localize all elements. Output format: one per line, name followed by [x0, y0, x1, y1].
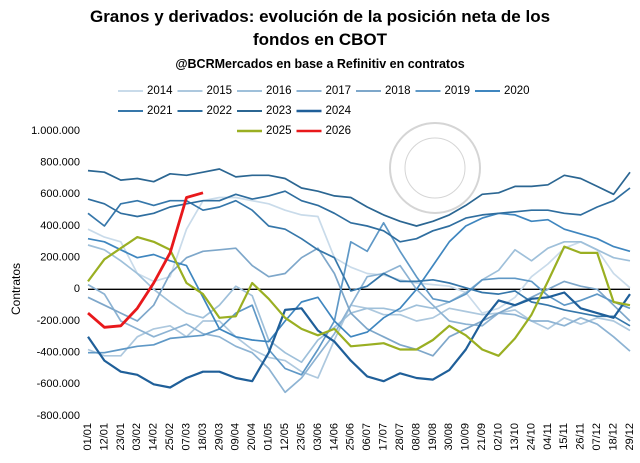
- x-tick-label: 02/10: [493, 423, 505, 451]
- legend-label: 2016: [266, 85, 292, 97]
- legend-label: 2014: [147, 85, 173, 97]
- x-tick-label: 03/02: [131, 423, 143, 451]
- x-tick-label: 06/07: [361, 423, 373, 451]
- y-tick-label: 1.000.000: [31, 125, 80, 137]
- legend-label: 2015: [207, 85, 233, 97]
- series-line: [87, 199, 631, 327]
- x-tick-label: 08/08: [410, 423, 422, 451]
- x-tick-label: 14/06: [328, 423, 340, 451]
- legend-label: 2021: [147, 105, 173, 117]
- x-tick-label: 13/10: [509, 423, 521, 451]
- y-tick-label: -800.000: [37, 410, 80, 422]
- series-line: [87, 196, 631, 314]
- x-tick-label: 30/08: [443, 423, 455, 451]
- y-tick-label: 200.000: [40, 252, 80, 264]
- y-tick-label: -600.000: [37, 378, 80, 390]
- x-tick-label: 29/12: [624, 423, 636, 451]
- x-tick-label: 04/11: [542, 423, 554, 450]
- series-line: [87, 187, 631, 243]
- x-tick-label: 21/09: [476, 423, 488, 451]
- x-tick-label: 29/03: [213, 423, 225, 451]
- watermark: [389, 122, 481, 214]
- x-tick-label: 15/11: [558, 423, 570, 450]
- y-tick-label: -200.000: [37, 315, 80, 327]
- legend-label: 2022: [207, 105, 233, 117]
- y-tick-label: 600.000: [40, 188, 80, 200]
- series-line: [88, 221, 631, 376]
- chart-title: fondos en CBOT: [253, 30, 388, 49]
- x-tick-label: 07/12: [591, 423, 603, 451]
- series-line: [87, 304, 631, 379]
- chart-title: Granos y derivados: evolución de la posi…: [90, 7, 550, 26]
- y-tick-label: 400.000: [40, 220, 80, 232]
- series-line: [87, 191, 204, 329]
- x-tick-label: 07/03: [180, 423, 192, 451]
- x-tick-label: 19/08: [427, 423, 439, 451]
- chart-subtitle: @BCRMercados en base a Refinitiv en cont…: [175, 57, 464, 71]
- x-tick-label: 01/05: [263, 423, 275, 451]
- x-tick-label: 14/02: [148, 423, 160, 451]
- legend-label: 2026: [326, 125, 352, 137]
- x-tick-label: 10/09: [460, 423, 472, 451]
- x-tick-label: 20/04: [246, 423, 258, 451]
- x-tick-label: 03/06: [312, 423, 324, 451]
- y-tick-label: -400.000: [37, 347, 80, 359]
- series-line: [87, 212, 631, 343]
- x-tick-label: 25/02: [164, 423, 176, 451]
- x-tick-label: 12/01: [98, 423, 110, 451]
- y-tick-label: 0: [74, 283, 80, 295]
- x-tick-label: 09/04: [230, 423, 242, 451]
- series-line: [87, 168, 631, 227]
- x-tick-label: 23/05: [295, 423, 307, 451]
- series-line: [87, 240, 631, 364]
- legend-label: 2020: [504, 85, 530, 97]
- x-tick-label: 18/12: [607, 423, 619, 451]
- y-axis-title: Contratos: [9, 263, 23, 315]
- x-tick-label: 18/03: [197, 423, 209, 451]
- x-tick-label: 25/06: [345, 423, 357, 451]
- x-tick-label: 24/10: [525, 423, 537, 451]
- legend-label: 2023: [266, 105, 292, 117]
- legend-label: 2017: [326, 85, 352, 97]
- series-line: [87, 236, 631, 357]
- legend-label: 2018: [385, 85, 411, 97]
- y-tick-label: 800.000: [40, 157, 80, 169]
- x-tick-label: 01/01: [82, 423, 94, 451]
- x-tick-label: 12/05: [279, 423, 291, 451]
- legend-label: 2025: [266, 125, 292, 137]
- x-tick-label: 28/07: [394, 423, 406, 451]
- legend-label: 2019: [445, 85, 471, 97]
- legend-label: 2024: [326, 105, 352, 117]
- x-tick-label: 26/11: [575, 423, 587, 450]
- x-tick-label: 17/07: [378, 423, 390, 451]
- series-line: [87, 264, 631, 394]
- x-tick-label: 23/01: [115, 423, 127, 451]
